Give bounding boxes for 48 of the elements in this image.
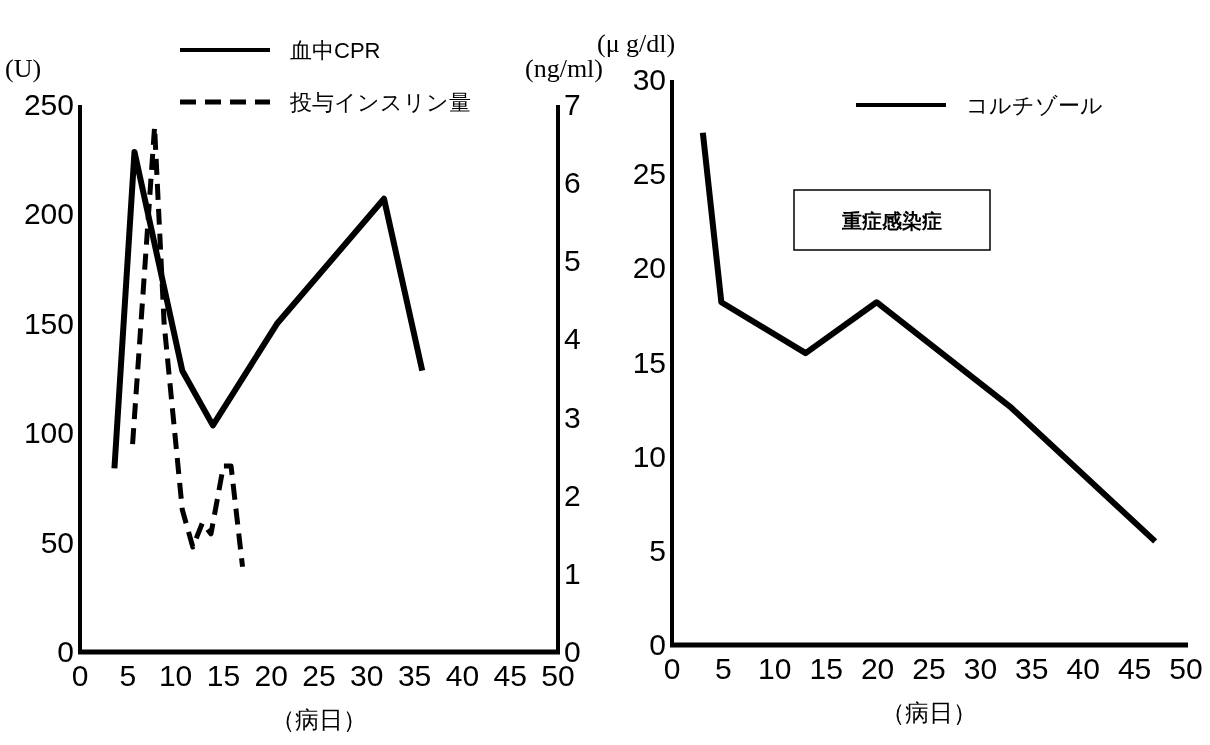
legend-label: 投与インスリン量 (289, 90, 471, 115)
y-tick-label: 25 (632, 157, 666, 191)
y-tick-label: 20 (632, 251, 666, 285)
y-tick-label: 100 (23, 416, 74, 450)
annotation-box: 重症感染症 (793, 189, 991, 251)
y-tick-label: 50 (40, 525, 74, 559)
x-tick-label: 45 (493, 659, 527, 692)
x-tick-label: 10 (758, 652, 792, 685)
y-tick-label: 200 (23, 197, 74, 231)
x-tick-label: 30 (963, 652, 998, 685)
y2-tick-label: 1 (564, 556, 581, 590)
x-tick-label: 15 (206, 659, 241, 692)
y-tick-label: 0 (649, 628, 666, 661)
legend-label: コルチゾール (966, 93, 1103, 118)
y-tick-label: 30 (632, 63, 666, 96)
x-tick-label: 35 (397, 659, 432, 692)
x-axis-title: （病日） (271, 706, 367, 733)
x-tick-label: 30 (350, 659, 384, 692)
x-tick-label: 40 (1066, 652, 1100, 685)
y-tick-label: 10 (632, 439, 666, 473)
x-tick-label: 20 (254, 659, 288, 692)
y2-tick-label: 4 (564, 322, 581, 356)
y2-tick-label: 2 (564, 478, 581, 512)
y-tick-label: 250 (23, 88, 74, 121)
y2-tick-label: 7 (564, 88, 581, 121)
y2-tick-label: 5 (564, 244, 581, 278)
y-tick-label: 15 (632, 345, 666, 379)
x-tick-label: 15 (809, 652, 843, 685)
annotation: 重症感染症 (841, 210, 942, 232)
x-tick-label: 5 (119, 659, 137, 692)
x-tick-label: 25 (302, 659, 336, 692)
y-axis-title: (U) (5, 54, 42, 83)
y2-tick-label: 3 (564, 400, 581, 434)
x-tick-label: 50 (1169, 652, 1203, 685)
x-tick-label: 20 (860, 652, 895, 685)
x-tick-label: 25 (912, 652, 946, 685)
y2-tick-label: 6 (564, 166, 581, 200)
x-tick-label: 5 (715, 652, 732, 685)
x-axis-title: （病日） (881, 699, 977, 726)
legend-label: 血中CPR (290, 38, 381, 63)
y-tick-label: 150 (23, 306, 74, 340)
x-tick-label: 10 (158, 659, 193, 692)
x-tick-label: 35 (1015, 652, 1049, 685)
y-tick-label: 5 (649, 533, 666, 567)
x-tick-label: 45 (1117, 652, 1152, 685)
legend: コルチゾール (856, 93, 1103, 118)
x-tick-label: 40 (445, 659, 480, 692)
y-axis-title: (μ g/dl) (597, 29, 676, 58)
